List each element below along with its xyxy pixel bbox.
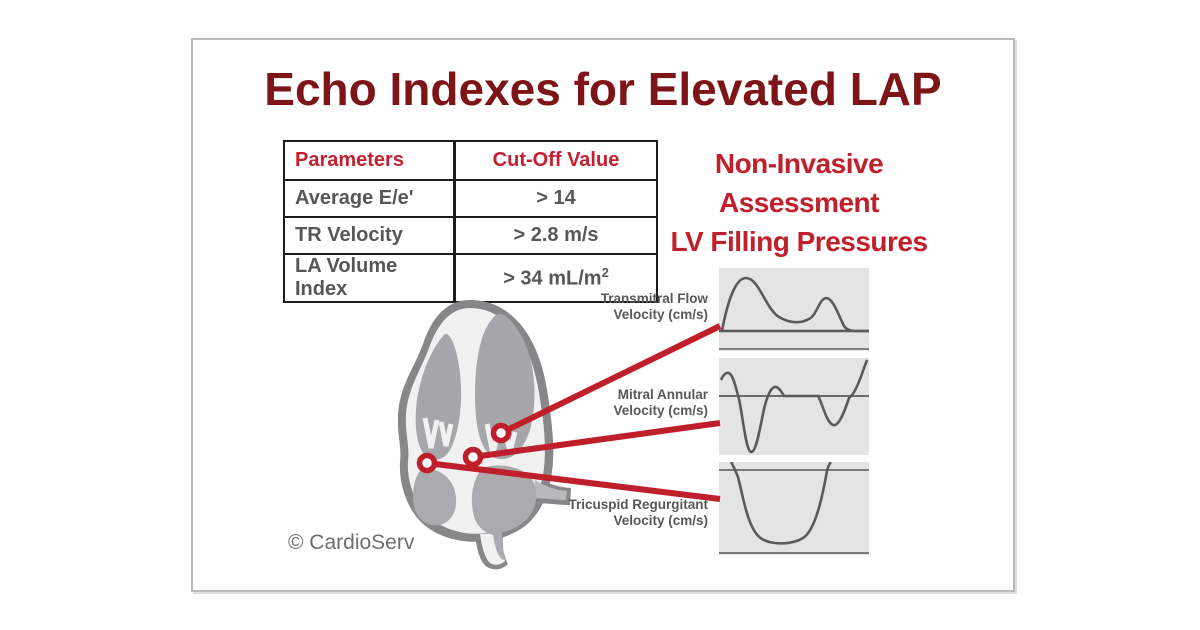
table-row: Average E/e' > 14 — [283, 179, 658, 218]
tricuspid-label: Tricuspid Regurgitant Velocity (cm/s) — [568, 497, 708, 528]
transmitral-tracing-panel — [719, 268, 869, 351]
transmitral-label: Transmitral Flow Velocity (cm/s) — [600, 291, 708, 322]
table-cell-param: TR Velocity — [283, 216, 456, 255]
table-header-parameters: Parameters — [283, 140, 456, 181]
table-cell-param: LA Volume Index — [283, 253, 456, 303]
assessment-heading: Non-Invasive Assessment LV Filling Press… — [643, 144, 955, 261]
table-row: TR Velocity > 2.8 m/s — [283, 216, 658, 255]
copyright-text: © CardioServ — [288, 531, 415, 554]
mitral-annular-tracing-panel — [719, 358, 869, 455]
table-cell-value: > 34 mL/m2 — [453, 253, 658, 303]
mitral-annular-label: Mitral Annular Velocity (cm/s) — [613, 387, 708, 418]
assessment-line: LV Filling Pressures — [670, 226, 928, 257]
superscript: 2 — [601, 265, 609, 281]
tissue-doppler-waveform-icon — [719, 358, 869, 455]
table-cell-param: Average E/e' — [283, 179, 456, 218]
assessment-line: Assessment — [719, 187, 879, 218]
table-cell-value: > 2.8 m/s — [453, 216, 658, 255]
page-title: Echo Indexes for Elevated LAP — [264, 63, 942, 115]
table-header-cutoff: Cut-Off Value — [453, 140, 658, 181]
cutoff-table: Parameters Cut-Off Value Average E/e' > … — [283, 140, 658, 303]
tr-jet-waveform-icon — [719, 462, 869, 555]
assessment-line: Non-Invasive — [714, 148, 884, 179]
table-header-row: Parameters Cut-Off Value — [283, 140, 658, 181]
four-chamber-heart-icon — [397, 300, 571, 570]
table-row: LA Volume Index > 34 mL/m2 — [283, 253, 658, 303]
transmitral-waveform-icon — [719, 268, 869, 351]
table-cell-value: > 14 — [453, 179, 658, 218]
infographic-card: Echo Indexes for Elevated LAP Parameters… — [191, 38, 1015, 592]
tricuspid-tracing-panel — [719, 462, 869, 555]
